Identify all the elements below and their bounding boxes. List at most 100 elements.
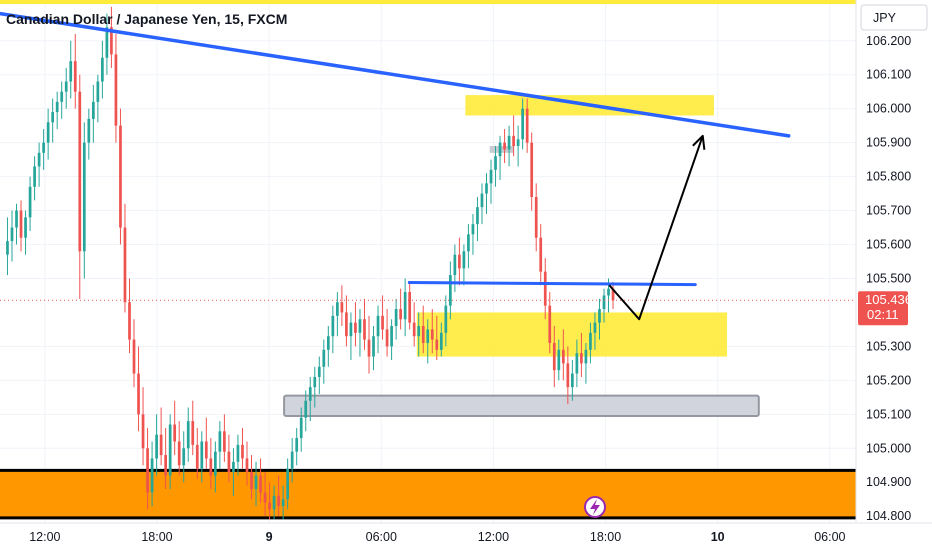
- candle-body: [611, 288, 615, 301]
- candle-body: [322, 349, 326, 367]
- countdown-label: 02:11: [867, 307, 899, 322]
- candlestick-series: [6, 6, 615, 520]
- candle-body: [453, 254, 457, 276]
- candle-body: [349, 322, 353, 337]
- candle-body: [245, 458, 249, 473]
- candle-body: [399, 309, 402, 320]
- candle-body: [268, 502, 271, 510]
- candle-body: [336, 302, 339, 316]
- price-tick-label: 105.700: [866, 204, 911, 218]
- candle-body: [191, 421, 195, 445]
- time-tick-label: 12:00: [29, 530, 60, 544]
- candle-body: [141, 414, 145, 449]
- candle-body: [372, 336, 375, 357]
- candle-body: [331, 315, 335, 337]
- candle-body: [209, 458, 213, 476]
- lightning-icon[interactable]: [584, 496, 606, 518]
- candle-body: [204, 441, 208, 459]
- candle-body: [408, 292, 412, 323]
- time-tick-label: 10: [711, 530, 725, 544]
- price-tick-label: 105.600: [866, 238, 911, 252]
- candle-body: [598, 309, 601, 323]
- candle-body: [286, 468, 290, 500]
- grey-zone-small: [489, 146, 514, 153]
- candle-body: [42, 142, 45, 153]
- candle-body: [37, 152, 41, 167]
- price-tick-label: 105.100: [866, 407, 911, 421]
- time-tick-label: 18:00: [141, 530, 172, 544]
- time-axis[interactable]: 12:00 18:00 9 06:00 12:00 18:00 10 06:00: [0, 522, 932, 544]
- grey-zone-support: [283, 394, 760, 418]
- candle-body: [340, 302, 344, 313]
- candle-body: [82, 142, 86, 252]
- candle-body: [602, 295, 606, 310]
- candle-body: [589, 332, 592, 350]
- candle-body: [290, 451, 294, 469]
- price-tick-label: 106.100: [866, 68, 911, 82]
- price-badge-bg: [858, 291, 908, 326]
- candle-body: [177, 441, 181, 466]
- time-tick-label: 12:00: [478, 530, 509, 544]
- price-tick-label: 105.500: [866, 271, 911, 285]
- yellow-zone-support: [416, 312, 728, 357]
- price-tick-label: 106.000: [866, 102, 911, 116]
- price-tick-label: 105.800: [866, 170, 911, 184]
- candle-body: [250, 472, 253, 490]
- candle-body: [426, 329, 430, 344]
- candle-body: [539, 237, 543, 272]
- candle-body: [512, 135, 515, 147]
- projection-arrow-head: [692, 134, 706, 150]
- current-price-label: 105.436: [865, 292, 912, 307]
- candle-body: [345, 312, 348, 337]
- top-yellow-line: [0, 0, 932, 4]
- candle-body: [281, 499, 285, 507]
- candle-body: [213, 451, 217, 476]
- candle-body: [101, 57, 104, 82]
- descending-trendline: [0, 11, 791, 138]
- candle-body: [232, 461, 235, 473]
- candle-body: [390, 326, 393, 347]
- candle-body: [530, 142, 534, 197]
- candle-body: [132, 339, 136, 374]
- candle-body: [60, 91, 64, 102]
- candle-body: [146, 448, 149, 493]
- candle-body: [363, 319, 366, 340]
- candle-body: [200, 441, 204, 469]
- price-axis-background: [856, 0, 932, 550]
- candle-body: [430, 329, 434, 340]
- candle-body: [566, 363, 570, 388]
- candle-body: [489, 169, 493, 184]
- price-tick-label: 104.900: [866, 475, 911, 489]
- candle-body: [15, 210, 18, 228]
- currency-button[interactable]: [860, 4, 928, 31]
- candle-body: [64, 81, 68, 92]
- candle-body: [55, 101, 59, 113]
- candle-body: [114, 54, 118, 126]
- candle-body: [448, 275, 452, 306]
- candle-body: [236, 444, 240, 462]
- candle-body: [87, 118, 91, 143]
- candle-body: [412, 322, 416, 337]
- candle-body: [263, 492, 267, 503]
- candle-body: [381, 315, 384, 330]
- candle-body: [507, 135, 511, 150]
- candle-body: [195, 444, 199, 469]
- candle-body: [548, 305, 552, 344]
- candle-body: [467, 234, 470, 252]
- time-tick-label: 06:00: [366, 530, 397, 544]
- candle-body: [403, 292, 407, 320]
- time-tick-label: 18:00: [590, 530, 621, 544]
- candle-body: [521, 108, 525, 140]
- candle-body: [485, 183, 488, 194]
- candle-body: [367, 339, 371, 357]
- price-tick-label: 105.300: [866, 339, 911, 353]
- candle-body: [534, 196, 538, 238]
- candle-body: [96, 81, 100, 102]
- candle-body: [557, 349, 561, 371]
- candle-body: [91, 101, 95, 119]
- price-axis[interactable]: 106.200 106.100 106.000 105.900 105.800 105.7…: [866, 34, 911, 523]
- candle-body: [326, 336, 330, 350]
- candle-body: [462, 251, 466, 269]
- candle-body: [182, 448, 186, 466]
